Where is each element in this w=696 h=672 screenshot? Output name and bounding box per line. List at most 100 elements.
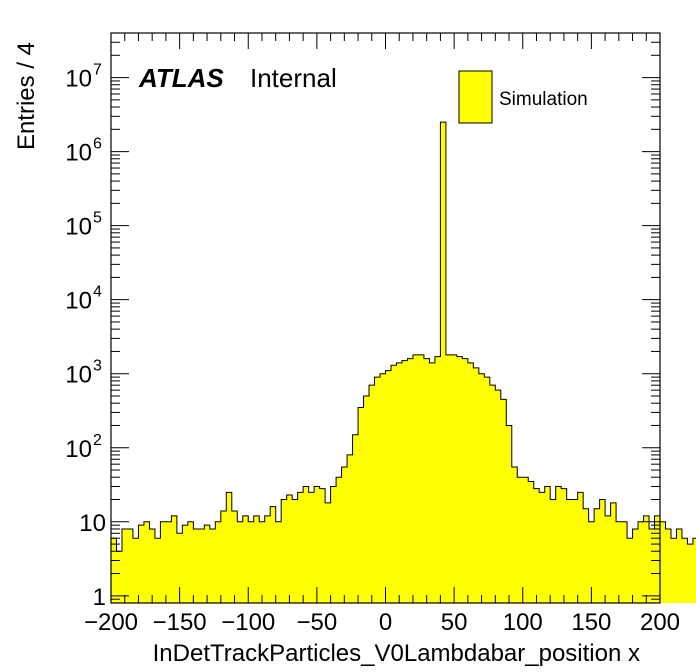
histogram-bin bbox=[193, 528, 200, 603]
x-tick-label: −100 bbox=[221, 609, 275, 636]
histogram-bin bbox=[385, 370, 392, 603]
histogram-bin bbox=[297, 492, 304, 603]
histogram-bin bbox=[484, 377, 491, 603]
histogram-bin bbox=[445, 354, 452, 603]
histogram-bin bbox=[374, 377, 381, 603]
histogram-bin bbox=[154, 538, 161, 603]
histogram-bin bbox=[347, 454, 353, 603]
histogram-bin bbox=[286, 495, 293, 603]
histogram-bin bbox=[429, 362, 436, 603]
histogram-bin bbox=[270, 506, 277, 603]
histogram-bin bbox=[517, 477, 524, 603]
histogram-bin bbox=[670, 538, 677, 603]
y-tick-label: 10 bbox=[79, 510, 106, 537]
histogram-bin bbox=[220, 510, 227, 603]
histogram-bin bbox=[341, 466, 348, 603]
histogram-bin bbox=[638, 521, 644, 603]
y-tick-label: 10 bbox=[65, 214, 92, 241]
histogram-bin bbox=[275, 521, 282, 603]
histogram-bin bbox=[231, 510, 238, 603]
histogram-bin bbox=[577, 492, 584, 603]
histogram-bin bbox=[610, 502, 617, 603]
y-tick-label: 10 bbox=[65, 436, 92, 463]
histogram-bin bbox=[462, 358, 469, 603]
histogram-bin bbox=[627, 538, 633, 603]
histogram-bin bbox=[500, 399, 507, 603]
histogram-bin bbox=[676, 528, 683, 603]
histogram-bin bbox=[237, 521, 244, 603]
histogram-bin bbox=[358, 407, 364, 603]
y-tick-exponent: 7 bbox=[93, 62, 102, 79]
histogram-bin bbox=[176, 533, 183, 603]
x-tick-label: 200 bbox=[640, 609, 680, 636]
histogram-bin bbox=[127, 528, 134, 603]
histogram-bin bbox=[528, 481, 535, 603]
histogram-bin bbox=[599, 499, 606, 603]
histogram-bin bbox=[583, 508, 590, 603]
histogram-bin bbox=[440, 122, 447, 604]
y-tick-label: 10 bbox=[65, 140, 92, 167]
histogram-bin bbox=[390, 365, 397, 603]
histogram-bin bbox=[264, 515, 271, 603]
histogram-bin bbox=[434, 356, 441, 603]
x-tick-label: −200 bbox=[84, 609, 138, 636]
histogram-bin bbox=[363, 396, 370, 603]
histogram-bin bbox=[165, 521, 172, 603]
histogram-bin bbox=[149, 528, 156, 603]
y-tick-exponent: 3 bbox=[93, 358, 102, 375]
histogram-bin bbox=[226, 492, 233, 603]
histogram-bin bbox=[215, 521, 222, 603]
histogram-bin bbox=[111, 538, 117, 603]
histogram-bin bbox=[407, 358, 414, 603]
histogram-bin bbox=[566, 499, 573, 603]
histogram-bin bbox=[259, 521, 266, 603]
histogram-bin bbox=[204, 525, 211, 603]
histogram-bin bbox=[336, 477, 342, 603]
histogram-bin bbox=[654, 515, 661, 603]
histogram-bin bbox=[308, 492, 315, 603]
x-axis-tick-labels: −200 −150 −100 −50 0 50 100 150 200 bbox=[84, 609, 680, 636]
histogram-bars bbox=[110, 121, 696, 604]
histogram-bin bbox=[160, 521, 167, 603]
histogram-bin bbox=[489, 385, 496, 603]
histogram-bin bbox=[303, 486, 310, 603]
y-tick-label: 10 bbox=[65, 288, 92, 315]
histogram-bin bbox=[550, 499, 557, 603]
histogram-bin bbox=[605, 515, 611, 603]
histogram-bin bbox=[522, 477, 529, 603]
histogram-bin bbox=[138, 525, 145, 603]
histogram-bin bbox=[555, 486, 562, 603]
histogram-bin bbox=[643, 515, 650, 603]
histogram-bin bbox=[692, 538, 696, 603]
x-tick-label: 0 bbox=[379, 609, 392, 636]
x-tick-label: −50 bbox=[297, 609, 338, 636]
internal-label: Internal bbox=[250, 63, 337, 93]
histogram-bin bbox=[506, 425, 513, 603]
x-tick-label: −150 bbox=[153, 609, 207, 636]
histogram-bin bbox=[660, 521, 666, 603]
histogram-bin bbox=[412, 354, 419, 603]
legend-entry-simulation: Simulation bbox=[499, 89, 588, 110]
histogram-bin bbox=[681, 538, 688, 603]
histogram-bin bbox=[319, 488, 326, 603]
histogram-bin bbox=[418, 354, 425, 603]
atlas-label: ATLAS bbox=[138, 63, 224, 93]
histogram-bin bbox=[396, 362, 403, 603]
histogram-bin bbox=[182, 525, 189, 603]
y-tick-exponent: 5 bbox=[93, 210, 102, 227]
histogram-bin bbox=[121, 528, 128, 603]
y-tick-exponent: 4 bbox=[93, 284, 102, 301]
histogram-bin bbox=[242, 515, 249, 603]
histogram-bin bbox=[132, 538, 139, 603]
histogram-bin bbox=[116, 551, 123, 603]
histogram-bin bbox=[533, 488, 540, 603]
histogram-bin bbox=[495, 390, 502, 603]
histogram-bin bbox=[380, 373, 386, 603]
histogram-bin bbox=[649, 528, 655, 603]
histogram-bin bbox=[456, 356, 463, 603]
histogram-outline bbox=[110, 121, 696, 603]
histogram-bin bbox=[588, 521, 595, 603]
legend: Simulation bbox=[458, 70, 588, 124]
x-tick-label: 100 bbox=[503, 609, 543, 636]
